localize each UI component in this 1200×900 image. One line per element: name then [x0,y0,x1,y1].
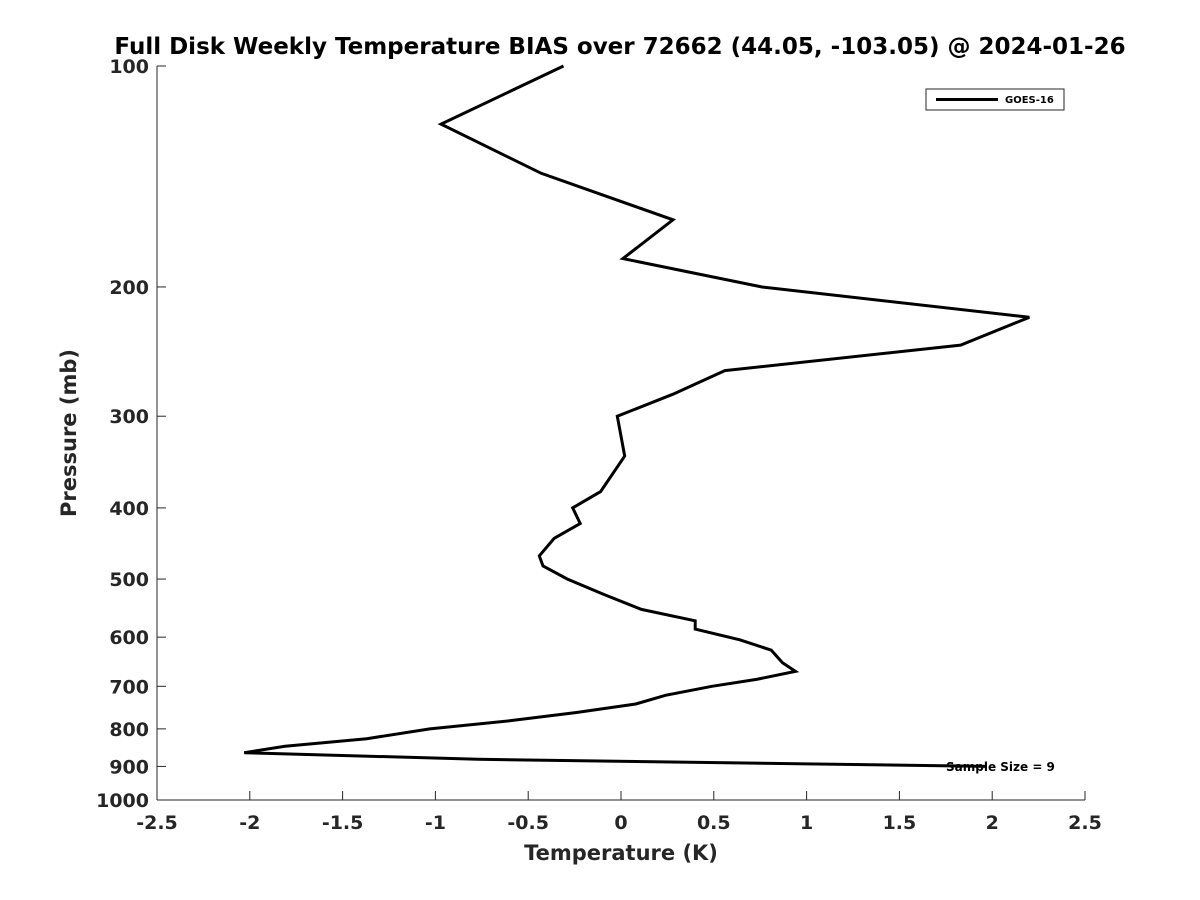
y-tick-label: 1000 [96,790,149,812]
series-layer [243,64,1030,768]
legend: GOES-16 [925,88,1065,111]
y-tick-label: 700 [109,676,149,698]
x-tick-label: -2 [239,812,260,834]
x-tick-label: 2.5 [1068,812,1102,834]
y-tick-label: 400 [109,498,149,520]
y-tick-label: 800 [109,719,149,741]
x-tick-label: 0 [614,812,627,834]
x-tick-label: 0.5 [697,812,731,834]
y-tick-label: 500 [109,569,149,591]
x-tick-label: -1.5 [322,812,364,834]
x-axis-label: Temperature (K) [524,841,718,865]
x-tick-label: 2 [986,812,999,834]
y-tick-label: 100 [109,56,149,78]
series-line-goes-16 [243,64,1030,768]
y-axis-label: Pressure (mb) [57,349,81,517]
legend-label-goes16: GOES-16 [1005,95,1054,106]
y-tick-label: 600 [109,627,149,649]
y-tick-label: 300 [109,406,149,428]
x-ticks: -2.5 -2 -1.5 -1 -0.5 0 0.5 1 1.5 2 2.5 [136,791,1102,834]
y-tick-label: 200 [109,277,149,299]
x-tick-label: -2.5 [136,812,178,834]
sample-size-annotation: Sample Size = 9 [946,760,1055,774]
x-tick-label: 1.5 [883,812,917,834]
x-tick-label: 1 [800,812,813,834]
x-tick-label: -1 [425,812,446,834]
x-tick-label: -0.5 [507,812,549,834]
y-ticks: 100 200 300 400 500 600 700 800 900 1000 [96,56,166,812]
chart-title: Full Disk Weekly Temperature BIAS over 7… [114,34,1125,60]
y-tick-label: 900 [109,756,149,778]
